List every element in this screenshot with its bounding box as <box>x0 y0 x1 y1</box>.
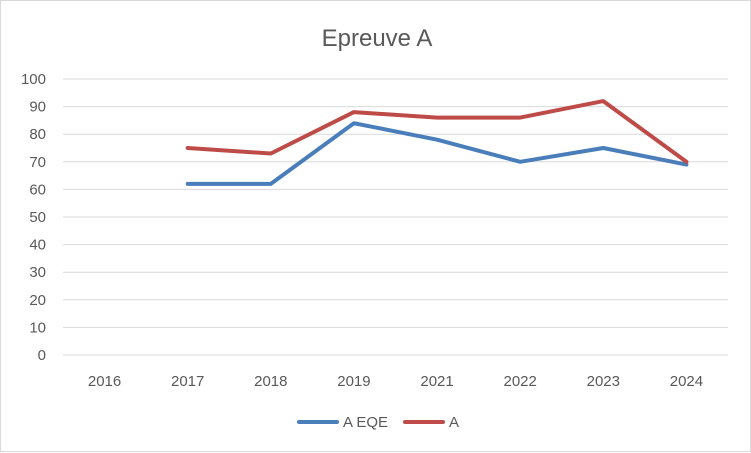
y-tick-label: 20 <box>29 292 46 309</box>
series-lines <box>185 99 689 186</box>
legend-label: A <box>449 414 459 431</box>
x-tick-label: 2024 <box>670 373 703 390</box>
x-tick-label: 2017 <box>171 373 204 390</box>
x-tick-label: 2021 <box>420 373 453 390</box>
x-tick-label: 2016 <box>88 373 121 390</box>
y-tick-label: 100 <box>21 71 46 88</box>
y-tick-label: 0 <box>38 347 46 364</box>
y-tick-label: 70 <box>29 154 46 171</box>
y-tick-label: 10 <box>29 319 46 336</box>
y-tick-label: 90 <box>29 99 46 116</box>
x-tick-label: 2019 <box>337 373 370 390</box>
axes: 0 10 20 30 40 50 60 70 80 90 100 2016 2017 2018 2019 20… <box>21 71 728 390</box>
y-tick-label: 30 <box>29 264 46 281</box>
legend-label: A EQE <box>343 414 388 431</box>
x-tick-label: 2022 <box>504 373 537 390</box>
x-tick-label: 2018 <box>254 373 287 390</box>
y-tick-label: 40 <box>29 237 46 254</box>
y-tick-label: 50 <box>29 209 46 226</box>
legend: A EQE A <box>297 414 459 431</box>
series-line-0 <box>185 121 689 186</box>
x-tick-label: 2023 <box>587 373 620 390</box>
chart-title: Epreuve A <box>322 25 433 52</box>
grid-lines <box>63 78 728 328</box>
y-tick-label: 60 <box>29 181 46 198</box>
series-line-1 <box>185 99 689 164</box>
y-tick-label: 80 <box>29 126 46 143</box>
